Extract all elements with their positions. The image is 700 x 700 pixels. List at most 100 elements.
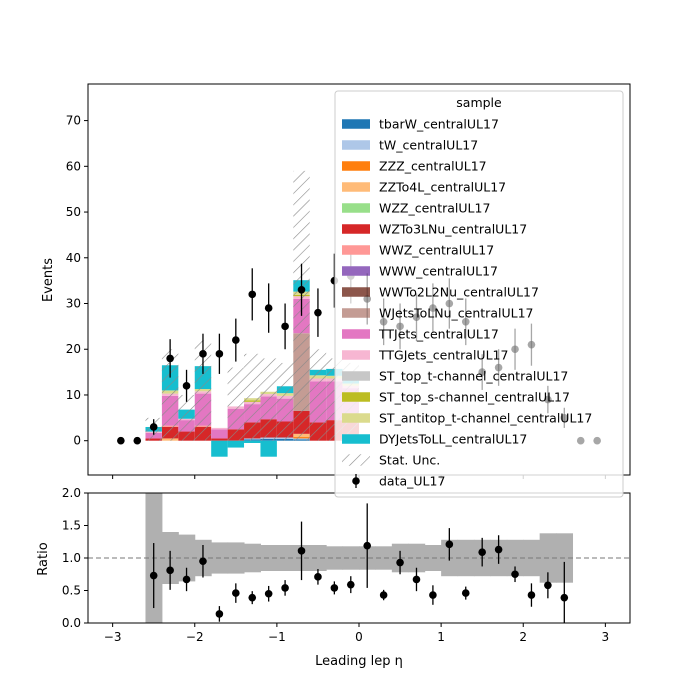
data-point-3	[166, 354, 174, 363]
y-tick-label-4: 40	[66, 251, 81, 265]
ratio-panel: 0.0 0.5 1.0 1.5 2.0 −3 −2 −1 0 1 2 3	[62, 486, 631, 644]
legend-swatch-0	[342, 119, 370, 129]
legend: sample tbarW_centralUL17 tW_centralUL17 ZZZ…	[334, 90, 624, 498]
ratio-point-2	[182, 575, 191, 584]
ratio-point-19	[461, 589, 470, 597]
stat-unc-2	[178, 394, 195, 441]
y-tick-label-6: 60	[66, 159, 81, 173]
legend-label-0: tbarW_centralUL17	[379, 117, 499, 132]
ratio-y-tick-label-1: 0.5	[62, 584, 81, 598]
legend-swatch-7	[342, 266, 370, 276]
ratio-point-0	[149, 571, 158, 580]
ratio-point-13	[363, 541, 372, 550]
stack-bar-15-5	[227, 440, 245, 448]
legend-swatch-stat-unc	[342, 454, 370, 466]
stack-bar-11-4	[211, 427, 228, 430]
ratio-band-8	[276, 545, 294, 571]
legend-label-4: WZZ_centralUL17	[379, 201, 490, 216]
legend-label-8: WWTo2L2Nu_centralUL17	[379, 285, 539, 300]
ratio-point-4	[215, 610, 224, 618]
ratio-point-23	[527, 591, 536, 599]
data-point-0	[117, 436, 125, 445]
ratio-point-3	[199, 557, 207, 566]
legend-swatch-9	[342, 308, 370, 318]
data-point-faded-16	[379, 318, 388, 326]
legend-label-13: ST_top_s-channel_centralUL17	[379, 390, 570, 405]
stat-unc-8	[276, 362, 294, 441]
ratio-point-6	[248, 593, 257, 602]
ratio-point-11	[330, 584, 339, 592]
y-tick-label-7: 70	[66, 114, 81, 128]
legend-label-15: DYJetsToLL_centralUL17	[379, 432, 527, 447]
ratio-y-axis-label: Ratio	[36, 542, 51, 575]
y-axis-label: Events	[41, 258, 56, 302]
data-point-8	[248, 290, 257, 299]
ratio-point-18	[445, 540, 454, 549]
legend-label-stat-unc: Stat. Unc.	[379, 453, 440, 468]
data-point-faded-23	[494, 363, 503, 372]
y-tick-label-3: 30	[66, 297, 81, 311]
data-point-faded-29	[593, 436, 601, 445]
y-tick-label-2: 20	[66, 342, 81, 356]
data-point-faded-21	[461, 318, 470, 326]
legend-label-5: WZTo3LNu_centralUL17	[379, 222, 527, 237]
ratio-point-8	[281, 584, 289, 592]
ratio-point-7	[264, 589, 273, 598]
data-point-2	[149, 423, 158, 431]
data-point-11	[297, 285, 306, 294]
data-point-4	[182, 382, 191, 390]
ratio-point-15	[396, 558, 404, 567]
ratio-y-tick-label-3: 1.5	[62, 519, 81, 533]
stat-unc-10	[309, 349, 327, 441]
ratio-point-17	[429, 591, 437, 599]
stat-unc-1	[161, 349, 179, 441]
legend-label-data: data_UL17	[379, 474, 445, 489]
stat-unc-3	[194, 340, 212, 441]
ratio-point-20	[478, 548, 486, 556]
legend-swatch-4	[342, 203, 370, 213]
ratio-y-tick-label-0: 0.0	[62, 616, 81, 630]
ratio-point-9	[297, 547, 306, 555]
ratio-point-12	[346, 580, 355, 589]
x-tick-label-6: 3	[602, 630, 610, 644]
legend-swatch-12	[342, 371, 370, 381]
legend-swatch-5	[342, 224, 370, 234]
x-tick-label-1: −2	[186, 630, 204, 644]
data-point-faded-19	[429, 304, 437, 312]
y-tick-label-1: 10	[66, 388, 81, 402]
y-tick-label-5: 50	[66, 205, 81, 219]
ratio-plot-area	[88, 493, 630, 623]
data-point-faded-20	[445, 299, 454, 308]
x-tick-label-2: −1	[268, 630, 286, 644]
ratio-point-1	[166, 566, 174, 575]
ratio-point-5	[232, 589, 240, 597]
x-tick-label-0: −3	[104, 630, 122, 644]
ratio-point-22	[511, 570, 519, 579]
legend-label-7: WWW_centralUL17	[379, 264, 498, 279]
legend-swatch-6	[342, 245, 370, 255]
stat-unc-6	[244, 353, 261, 441]
legend-title: sample	[456, 95, 502, 110]
ratio-y-tick-label-2: 1.0	[62, 551, 81, 565]
legend-swatch-11	[342, 350, 370, 360]
legend-label-14: ST_antitop_t-channel_centralUL17	[379, 411, 592, 426]
x-tick-label-5: 2	[519, 630, 527, 644]
ratio-point-16	[412, 575, 421, 584]
ratio-band-11	[326, 546, 344, 570]
stack-bar-10-4	[211, 429, 228, 439]
x-axis-label: Leading lep η	[315, 654, 403, 669]
x-tick-label-3: 0	[355, 630, 363, 644]
legend-swatch-8	[342, 287, 370, 297]
ratio-band-12	[342, 546, 360, 570]
stack-bar-5-4	[211, 438, 228, 441]
ratio-point-24	[544, 581, 552, 590]
data-point-faded-24	[511, 345, 519, 354]
data-point-7	[232, 336, 240, 344]
legend-data-marker	[352, 477, 360, 485]
data-point-faded-27	[560, 414, 569, 422]
legend-label-11: TTGJets_centralUL17	[378, 348, 508, 363]
ratio-point-10	[314, 573, 322, 581]
stack-bar-15-7	[260, 440, 277, 457]
legend-label-9: WJetsToLNu_centralUL17	[379, 306, 533, 321]
